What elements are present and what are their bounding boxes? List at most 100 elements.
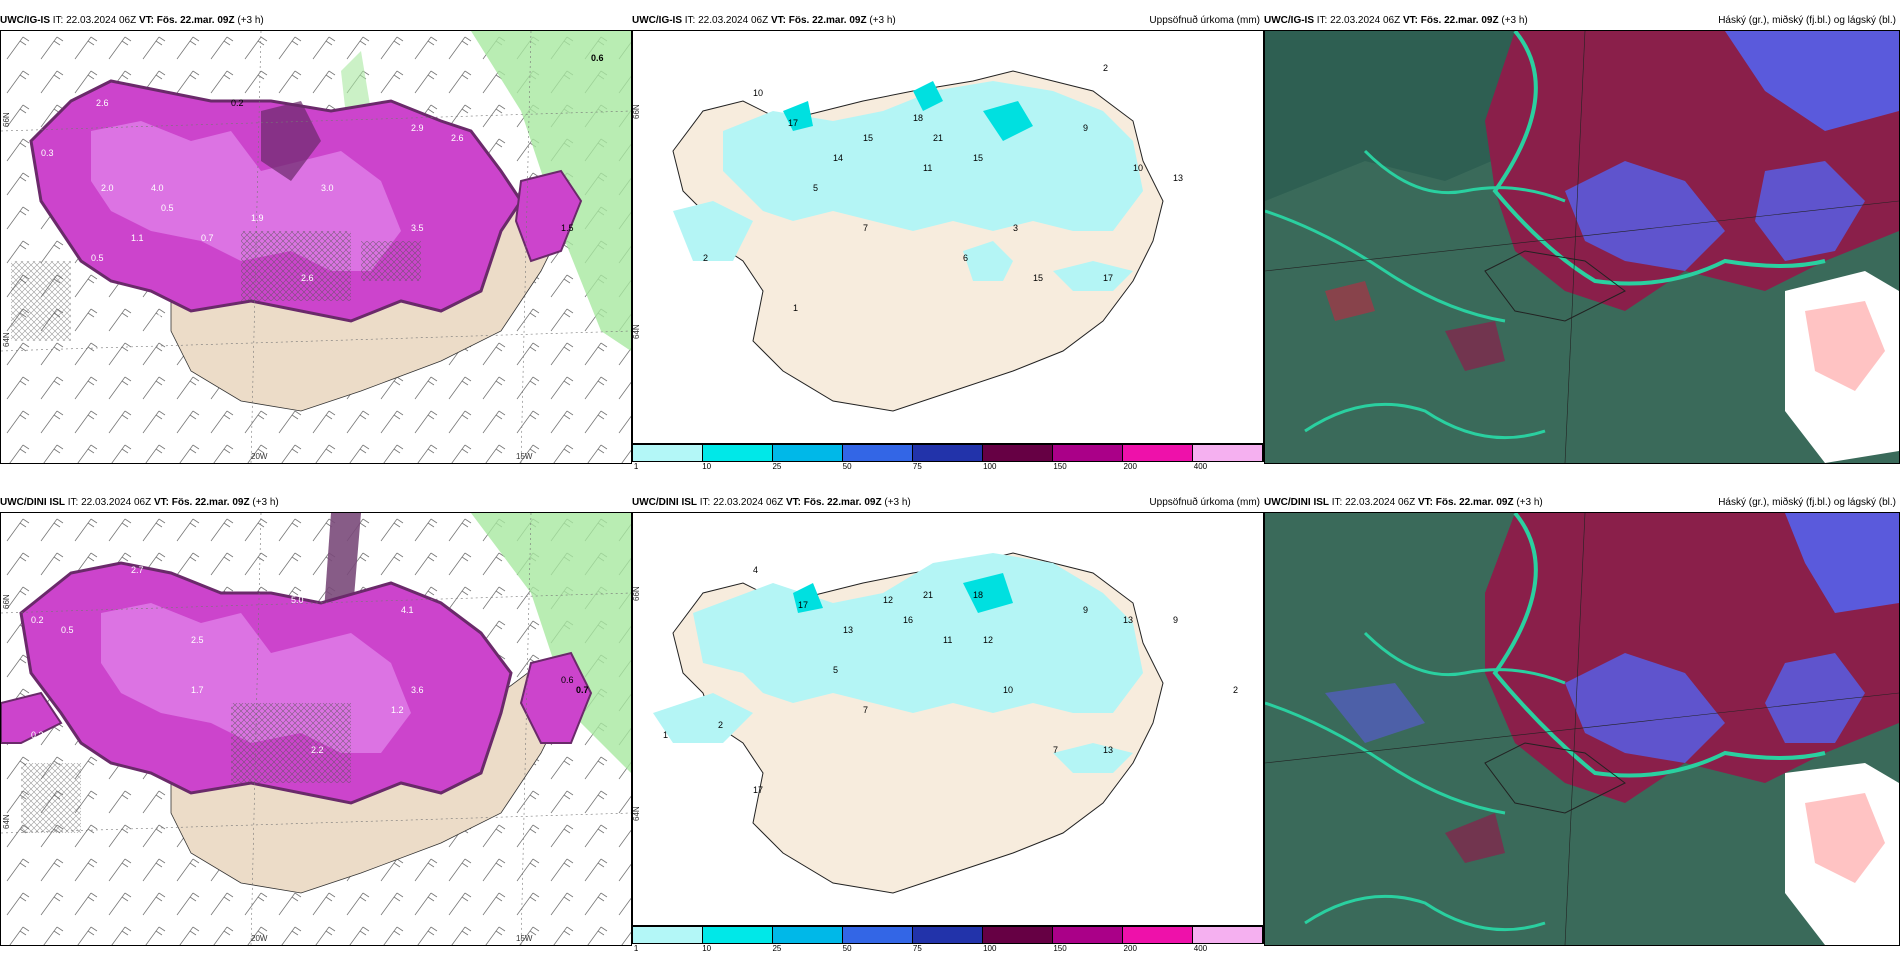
panel-header: UWC/IG-IS IT: 22.03.2024 06Z VT: Fös. 22…: [632, 12, 1264, 30]
init-time: 22.03.2024 06Z: [81, 497, 152, 508]
lon-label: 20W: [251, 452, 268, 461]
precip-value: 11: [943, 635, 952, 645]
precip-value: 10: [1133, 163, 1143, 173]
precip-value: 9: [1083, 605, 1088, 615]
lat-label: 66N: [2, 594, 11, 609]
precip-value: 16: [903, 615, 913, 625]
lat-label: 64N: [633, 806, 641, 821]
model-name: UWC/DINI ISL: [1264, 497, 1329, 508]
cloud-map[interactable]: [1264, 512, 1900, 946]
precip-value: 15: [1033, 273, 1043, 283]
lead-time: (+3 h): [869, 15, 896, 26]
lat-label: 66N: [2, 112, 11, 127]
colorbar-segment: [633, 927, 703, 943]
precip-value: 18: [913, 113, 923, 123]
precip-value: 12: [883, 595, 893, 605]
snow-value: 3.0: [321, 183, 334, 193]
vt-label: VT:: [153, 497, 169, 508]
snow-value: 0.5: [161, 203, 174, 213]
precip-value: 14: [833, 153, 843, 163]
colorbar-labels: 1 10 25 50 75 100 150 200 400: [632, 462, 1264, 472]
colorbar-label: 75: [912, 462, 922, 471]
vt-label: VT:: [785, 497, 801, 508]
precip-map[interactable]: 4 17 13 12 21 18 16 11 12 5 7 10 9 13 13…: [632, 512, 1264, 926]
colorbar-label: 200: [1123, 462, 1137, 471]
precip-value: 13: [1123, 615, 1133, 625]
precip-value: 7: [863, 705, 868, 715]
precip-value: 2: [1233, 685, 1238, 695]
precip-value: 4: [753, 565, 758, 575]
field-title: Uppsöfnuð úrkoma (mm): [1149, 15, 1260, 26]
panel-precip-top: UWC/IG-IS IT: 22.03.2024 06Z VT: Fös. 22…: [632, 12, 1264, 471]
precip-value: 6: [963, 253, 968, 263]
snow-value: 0.2: [31, 615, 44, 625]
snow-value: 5.0: [291, 595, 304, 605]
colorbar-labels: 1 10 25 50 75 100 150 200 400: [632, 944, 1264, 954]
snow-map[interactable]: 2.6 0.2 0.3 2.0 4.0 3.0 2.9 2.6 3.5 1.1 …: [0, 30, 632, 464]
valid-time: Fös. 22.mar. 09Z: [156, 15, 235, 26]
precip-value: 9: [1083, 123, 1088, 133]
snow-value: 1.7: [191, 685, 204, 695]
precip-map-svg: 4 17 13 12 21 18 16 11 12 5 7 10 9 13 13…: [633, 513, 1263, 925]
snow-value: 4.1: [401, 605, 414, 615]
precip-value: 3: [1013, 223, 1018, 233]
precip-value: 17: [753, 785, 763, 795]
snow-value: 0.3: [31, 730, 44, 740]
precip-value: 5: [813, 183, 818, 193]
cloud-map-svg: [1265, 31, 1899, 463]
it-label: IT:: [699, 497, 711, 508]
colorbar-label: 1: [633, 462, 639, 471]
valid-time: Fös. 22.mar. 09Z: [171, 497, 250, 508]
colorbar-label: 10: [702, 944, 712, 953]
colorbar-label: 75: [912, 944, 922, 953]
colorbar-label: 200: [1123, 944, 1137, 953]
precip-value: 7: [1053, 745, 1058, 755]
panel-header: UWC/DINI ISL IT: 22.03.2024 06Z VT: Fös.…: [632, 494, 1264, 512]
model-name: UWC/IG-IS: [632, 15, 682, 26]
colorbar-segment: [843, 927, 913, 943]
colorbar-segment: [983, 445, 1053, 461]
snow-value: 2.6: [451, 133, 464, 143]
field-title: Uppsöfnuð úrkoma (mm): [1149, 497, 1260, 508]
panel-header: UWC/DINI ISL IT: 22.03.2024 06Z VT: Fös.…: [0, 494, 632, 512]
colorbar-label: 25: [772, 944, 782, 953]
colorbar-segment: [703, 445, 773, 461]
panel-cloud-top: UWC/IG-IS IT: 22.03.2024 06Z VT: Fös. 22…: [1264, 12, 1900, 464]
precip-value: 15: [973, 153, 983, 163]
colorbar-segment: [1193, 927, 1263, 943]
it-label: IT:: [1316, 15, 1328, 26]
snow-value: 2.7: [131, 565, 144, 575]
panel-header: UWC/DINI ISL IT: 22.03.2024 06Z VT: Fös.…: [1264, 494, 1900, 512]
it-label: IT:: [67, 497, 79, 508]
colorbar-segment: [913, 927, 983, 943]
lat-label: 64N: [2, 332, 11, 347]
panel-header: UWC/IG-IS IT: 22.03.2024 06Z VT: Fös. 22…: [1264, 12, 1900, 30]
snow-value: 0.4: [156, 313, 169, 323]
snow-value: 0.7: [576, 685, 589, 695]
precip-value: 10: [753, 88, 763, 98]
cloud-map[interactable]: [1264, 30, 1900, 464]
colorbar-segment: [983, 927, 1053, 943]
model-name: UWC/DINI ISL: [632, 497, 697, 508]
model-name: UWC/IG-IS: [0, 15, 50, 26]
snow-value: 2.5: [191, 635, 204, 645]
panel-snow-top: UWC/IG-IS IT: 22.03.2024 06Z VT: Fös. 22…: [0, 12, 632, 464]
vt-label: VT:: [770, 15, 786, 26]
colorbar-label: 400: [1193, 944, 1208, 953]
precip-value: 1: [793, 303, 798, 313]
snow-map-svg: 2.6 0.2 0.3 2.0 4.0 3.0 2.9 2.6 3.5 1.1 …: [1, 31, 631, 463]
precip-value: 2: [1103, 63, 1108, 73]
snow-value: 1.9: [251, 213, 264, 223]
model-name: UWC/DINI ISL: [0, 497, 65, 508]
precip-colorbar: [632, 926, 1264, 944]
panel-header: UWC/IG-IS IT: 22.03.2024 06Z VT: Fös. 22…: [0, 12, 632, 30]
precip-map[interactable]: 10 17 14 15 18 21 15 11 5 7 3 9 10 17 15…: [632, 30, 1264, 444]
precip-value: 5: [833, 665, 838, 675]
snow-map[interactable]: 2.7 0.2 0.5 2.5 5.0 4.1 3.6 1.2 1.7 2.2 …: [0, 512, 632, 946]
snow-value: 0.7: [201, 233, 214, 243]
snow-value: 0.6: [591, 53, 604, 63]
vt-label: VT:: [1402, 15, 1418, 26]
it-label: IT:: [1331, 497, 1343, 508]
colorbar-segment: [703, 927, 773, 943]
precip-value: 1: [663, 730, 668, 740]
